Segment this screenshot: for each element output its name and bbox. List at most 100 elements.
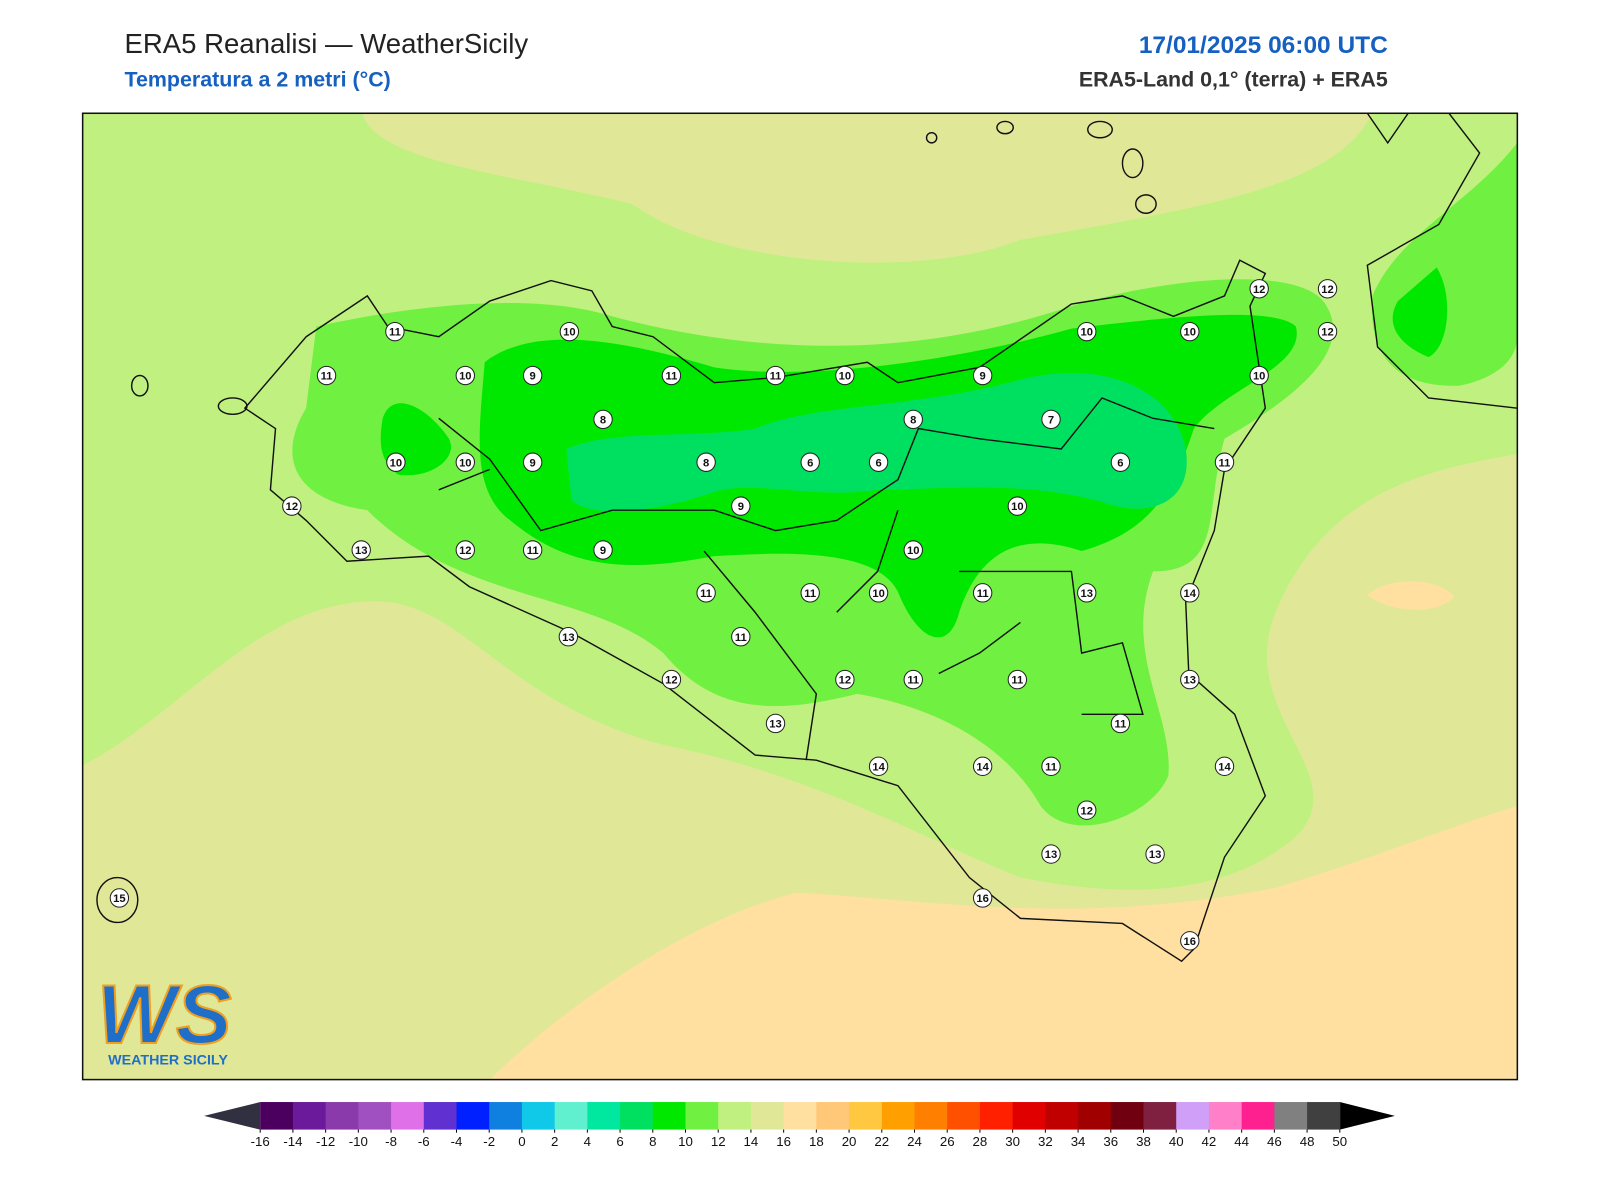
station-value: 12 [1321, 327, 1333, 339]
station: 12 [455, 540, 475, 560]
station-marker [972, 365, 993, 386]
station: 11 [385, 321, 405, 342]
colorbar-box [456, 1102, 490, 1130]
station-value: 12 [665, 675, 677, 687]
station-value: 12 [459, 545, 471, 557]
colorbar-tick-label: 48 [1300, 1134, 1315, 1149]
field-16-18 [1367, 581, 1455, 610]
colorbar-tick-label: 38 [1136, 1134, 1151, 1149]
station: 11 [316, 365, 337, 386]
station: 12 [835, 669, 855, 690]
station-marker [351, 540, 371, 560]
station-value: 12 [1080, 805, 1092, 817]
station-value: 9 [600, 545, 606, 557]
island [96, 876, 139, 924]
station-value: 11 [804, 588, 816, 600]
station-value: 11 [321, 371, 333, 383]
station: 11 [522, 540, 543, 560]
colorbar-tick-label: -10 [349, 1134, 368, 1149]
station-marker [593, 540, 613, 560]
station: 10 [1249, 365, 1269, 386]
station: 16 [972, 888, 993, 908]
station-value: 14 [1218, 761, 1231, 773]
station-marker [696, 452, 716, 472]
logo-name: WEATHER SICILY [108, 1052, 228, 1068]
station-marker [731, 496, 751, 516]
station: 11 [1214, 452, 1235, 472]
station-marker [1180, 583, 1200, 603]
station-value: 6 [875, 457, 881, 469]
station: 12 [1317, 321, 1338, 342]
station-marker [868, 452, 889, 472]
station: 12 [661, 669, 682, 690]
station: 6 [1110, 452, 1131, 472]
station: 7 [1041, 409, 1061, 430]
colorbar-box [423, 1102, 458, 1130]
colorbar-box [1078, 1102, 1112, 1130]
station-marker [558, 627, 579, 647]
station-marker [972, 583, 993, 603]
station: 12 [282, 496, 302, 516]
station-marker [1249, 279, 1269, 299]
station-marker [972, 756, 993, 777]
station: 9 [731, 496, 751, 516]
colorbar-tick-label: 0 [518, 1134, 525, 1149]
station: 11 [972, 583, 993, 603]
station-marker [1007, 496, 1028, 516]
station: 10 [455, 452, 475, 472]
station-value: 11 [907, 675, 919, 687]
island [217, 397, 248, 415]
station-marker [765, 365, 786, 386]
colorbar-tick-label: 4 [584, 1134, 591, 1149]
station-marker [731, 627, 751, 647]
colorbar: -16 -14 -12 -10 -8 -6 -4 -2 0 2 4 6 8 10 12 14 16 18 20 22 2… [204, 1102, 1395, 1149]
island [130, 374, 149, 397]
station-marker [386, 452, 406, 472]
colorbar-tick-label: 32 [1038, 1134, 1053, 1149]
island [1135, 194, 1157, 214]
station: 15 [109, 888, 130, 908]
datetime: 17/01/2025 06:00 UTC [1139, 32, 1388, 59]
station-value: 14 [872, 761, 885, 773]
station-marker [1317, 279, 1338, 299]
source: ERA5-Land 0,1° (terra) + ERA5 [1079, 68, 1388, 92]
station-marker [522, 540, 543, 560]
station-marker [1180, 669, 1200, 690]
station-value: 11 [977, 588, 989, 600]
colorbar-tick-label: 12 [711, 1134, 726, 1149]
station: 12 [1317, 279, 1338, 299]
station-marker [1041, 409, 1061, 430]
station-marker [661, 669, 682, 690]
station: 12 [1249, 279, 1269, 299]
colorbar-tick-label: 14 [744, 1134, 759, 1149]
station-marker [972, 888, 993, 908]
station: 9 [522, 452, 543, 472]
station-value: 11 [1011, 675, 1023, 687]
station-value: 6 [1117, 457, 1123, 469]
station-marker [800, 452, 820, 472]
station: 8 [593, 409, 613, 430]
temperature-field [82, 113, 1518, 1080]
colorbar-box [1241, 1102, 1275, 1130]
station-value: 9 [530, 457, 536, 469]
station-value: 11 [735, 632, 747, 644]
station-value: 7 [1048, 414, 1054, 426]
colorbar-tick-label: 46 [1267, 1134, 1282, 1149]
colorbar-box [1110, 1102, 1145, 1130]
station-value: 9 [530, 371, 536, 383]
station-value: 11 [527, 545, 539, 557]
station-value: 13 [769, 719, 781, 731]
station-marker [1214, 452, 1235, 472]
station-labels: 11 10 11 10 9 11 11 10 9 10 10 12 12 12 10 8 8 7 10 10 9 8 6 6 6… [109, 279, 1338, 951]
station-marker [1180, 321, 1200, 342]
colorbar-box [947, 1102, 981, 1130]
station-marker [455, 540, 475, 560]
title: ERA5 Reanalisi — WeatherSicily [124, 28, 528, 59]
station-value: 13 [562, 632, 574, 644]
colorbar-box [1176, 1102, 1210, 1130]
station-value: 15 [113, 893, 125, 905]
station-marker [835, 365, 855, 386]
station-value: 11 [1219, 457, 1231, 469]
station: 11 [800, 583, 820, 603]
field-8-10 [1392, 267, 1448, 358]
